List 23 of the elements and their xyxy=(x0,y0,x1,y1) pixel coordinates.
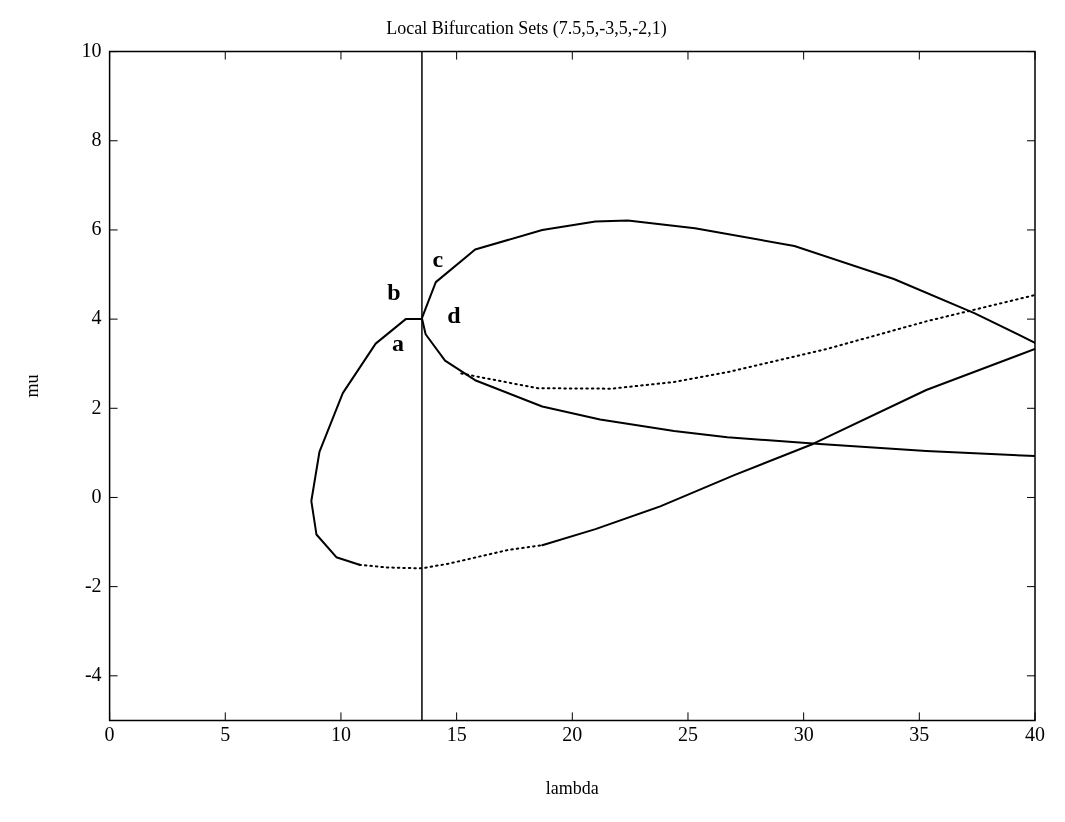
annotation: c xyxy=(432,246,444,273)
x-tick-label: 5 xyxy=(220,722,231,745)
x-tick-label: 40 xyxy=(1025,722,1045,745)
y-tick-label: 10 xyxy=(81,38,102,61)
y-tick-label: 2 xyxy=(91,395,102,418)
y-tick-label: 0 xyxy=(91,484,102,507)
y-tick-label: 8 xyxy=(91,128,102,151)
x-tick-label: 25 xyxy=(677,722,698,745)
y-tick-label: -2 xyxy=(84,573,102,596)
x-tick-label: 15 xyxy=(446,722,467,745)
y-axis-title: mu xyxy=(21,374,42,398)
annotation: b xyxy=(387,279,401,306)
chart-title: Local Bifurcation Sets (7.5,5,-3,5,-2,1) xyxy=(386,17,667,39)
y-tick-label: 4 xyxy=(91,306,102,329)
x-tick-label: 30 xyxy=(793,722,814,745)
x-tick-label: 20 xyxy=(562,722,583,745)
x-tick-label: 35 xyxy=(909,722,930,745)
x-axis-title: lambda xyxy=(545,777,599,798)
x-tick-label: 10 xyxy=(330,722,351,745)
annotation: a xyxy=(391,330,404,357)
annotation: d xyxy=(447,302,462,329)
y-tick-label: 6 xyxy=(91,217,102,240)
y-tick-label: -4 xyxy=(84,663,102,686)
